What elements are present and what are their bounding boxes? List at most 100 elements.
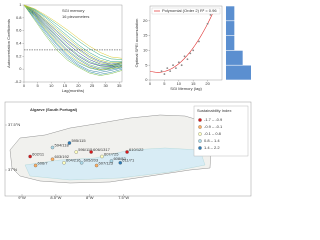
series-line bbox=[23, 4, 123, 75]
page: {"chart_data":[ {"type":"line","annotati… bbox=[4, 2, 252, 200]
point bbox=[169, 70, 172, 73]
y-tick-label: 20 bbox=[143, 18, 148, 23]
histogram-bar bbox=[226, 35, 235, 51]
map-title: Algarve (South Portugal) bbox=[30, 107, 78, 112]
series-line bbox=[23, 4, 123, 69]
point bbox=[180, 64, 183, 67]
site-marker bbox=[67, 141, 72, 145]
series-line bbox=[23, 4, 123, 67]
legend-label: -0.9 – -0.1 bbox=[204, 124, 223, 129]
site-label: 603/192 bbox=[55, 154, 70, 159]
site-marker bbox=[109, 159, 114, 163]
legend-label: 1.4 – 2.2 bbox=[204, 145, 220, 150]
site-label: 607/725 bbox=[104, 151, 119, 156]
x-tick-label: 10 bbox=[177, 81, 182, 86]
aquifer-area bbox=[24, 147, 206, 181]
site-label: 595/115 bbox=[71, 138, 86, 143]
site-label: 604/216 bbox=[66, 158, 81, 163]
series-line bbox=[23, 4, 123, 64]
legend-swatch bbox=[198, 139, 202, 143]
series-line bbox=[23, 4, 123, 70]
x-tick-label: 10 bbox=[49, 83, 54, 88]
point bbox=[186, 58, 189, 61]
y-tick-label: -0.2 bbox=[15, 79, 23, 84]
y-tick-label: 1 bbox=[19, 2, 22, 7]
x-tick-label: 0 bbox=[149, 81, 152, 86]
legend-label: -1.7 – -0.9 bbox=[204, 117, 223, 122]
y-tick-label: 0.6 bbox=[16, 28, 22, 33]
legend-swatch bbox=[198, 125, 202, 129]
histogram-bar bbox=[226, 65, 251, 80]
site-label: 602/11 bbox=[32, 151, 45, 156]
x-tick-label: 5 bbox=[163, 81, 166, 86]
series-line bbox=[23, 4, 123, 73]
series-line bbox=[23, 4, 123, 59]
annotation: 16 piezometers bbox=[62, 14, 89, 19]
x-axis-title: Lag(months) bbox=[62, 88, 85, 93]
site-label: 611/71 bbox=[122, 158, 135, 163]
map-legend bbox=[193, 105, 249, 157]
y-axis-title: Optimal SPEI accumulation bbox=[134, 19, 139, 68]
y-tick-label: 0 bbox=[145, 77, 148, 82]
figure: 0 5 10 15 20 25 30 35-0.200.20.40.60.81Lag(mont… bbox=[4, 2, 252, 200]
point bbox=[192, 49, 195, 52]
legend-label: -0.1 – 0.8 bbox=[204, 131, 222, 136]
lon-tick-label: 7.5°W bbox=[118, 195, 129, 200]
x-tick-label: 5 bbox=[36, 83, 39, 88]
x-tick-label: 15 bbox=[63, 83, 68, 88]
x-tick-label: 20 bbox=[205, 81, 210, 86]
x-axis-title: SGI Memory (lag) bbox=[170, 86, 202, 91]
site-marker bbox=[125, 150, 129, 154]
lon-tick-label: 9°W bbox=[18, 195, 26, 200]
series-line bbox=[23, 4, 123, 65]
y-axis-title: Autocorrelation Coefficients bbox=[6, 19, 11, 68]
site-marker bbox=[74, 150, 78, 154]
series-line bbox=[23, 4, 123, 67]
series-line bbox=[23, 4, 122, 62]
series-line bbox=[23, 4, 123, 60]
y-tick-label: 5 bbox=[145, 62, 148, 67]
plot-frame bbox=[149, 5, 223, 81]
site-label: 608/82 bbox=[113, 156, 126, 161]
series-line bbox=[23, 4, 123, 65]
point bbox=[166, 67, 169, 70]
site-marker bbox=[28, 154, 32, 159]
point bbox=[163, 73, 166, 75]
site-marker bbox=[100, 154, 104, 159]
site-label: 605/203 bbox=[84, 158, 99, 163]
legend-title: Sustainability Index bbox=[197, 108, 231, 113]
site-label: 607/123 bbox=[99, 160, 114, 165]
site-marker bbox=[79, 161, 84, 165]
legend-box bbox=[151, 7, 221, 15]
lon-tick-label: 8.5°W bbox=[50, 195, 61, 200]
lon-tick-label: 8°W bbox=[86, 195, 94, 200]
point bbox=[189, 52, 192, 55]
y-tick-label: 10 bbox=[143, 47, 148, 52]
lat-tick-label: 37.5°N bbox=[8, 122, 20, 127]
x-tick-label: 15 bbox=[191, 81, 196, 86]
legend-swatch bbox=[198, 146, 202, 150]
legend-label: Polynomial (Order 2) R² = 0.96 bbox=[162, 8, 217, 13]
legend-label: 0.8 – 1.4 bbox=[204, 138, 220, 143]
site-label: 596/115 bbox=[78, 147, 93, 152]
series-line bbox=[23, 4, 123, 71]
point bbox=[206, 22, 209, 25]
site-label: 594/118 bbox=[55, 142, 70, 147]
point bbox=[175, 67, 177, 70]
site-marker bbox=[50, 145, 55, 150]
site-marker bbox=[33, 163, 38, 168]
point bbox=[160, 70, 163, 73]
site-marker bbox=[89, 150, 93, 154]
histogram-bar bbox=[226, 6, 235, 21]
x-tick-label: 35 bbox=[117, 83, 122, 88]
site-marker bbox=[94, 163, 99, 168]
x-tick-label: 0 bbox=[23, 83, 26, 88]
y-tick-label: 0 bbox=[19, 66, 22, 71]
point bbox=[177, 61, 180, 64]
series-line bbox=[23, 4, 123, 66]
site-label: 606/7 bbox=[38, 160, 49, 165]
x-tick-label: 20 bbox=[76, 83, 81, 88]
histogram-bar bbox=[226, 50, 243, 65]
y-tick-label: 0.2 bbox=[16, 53, 22, 58]
series-line bbox=[23, 4, 123, 71]
